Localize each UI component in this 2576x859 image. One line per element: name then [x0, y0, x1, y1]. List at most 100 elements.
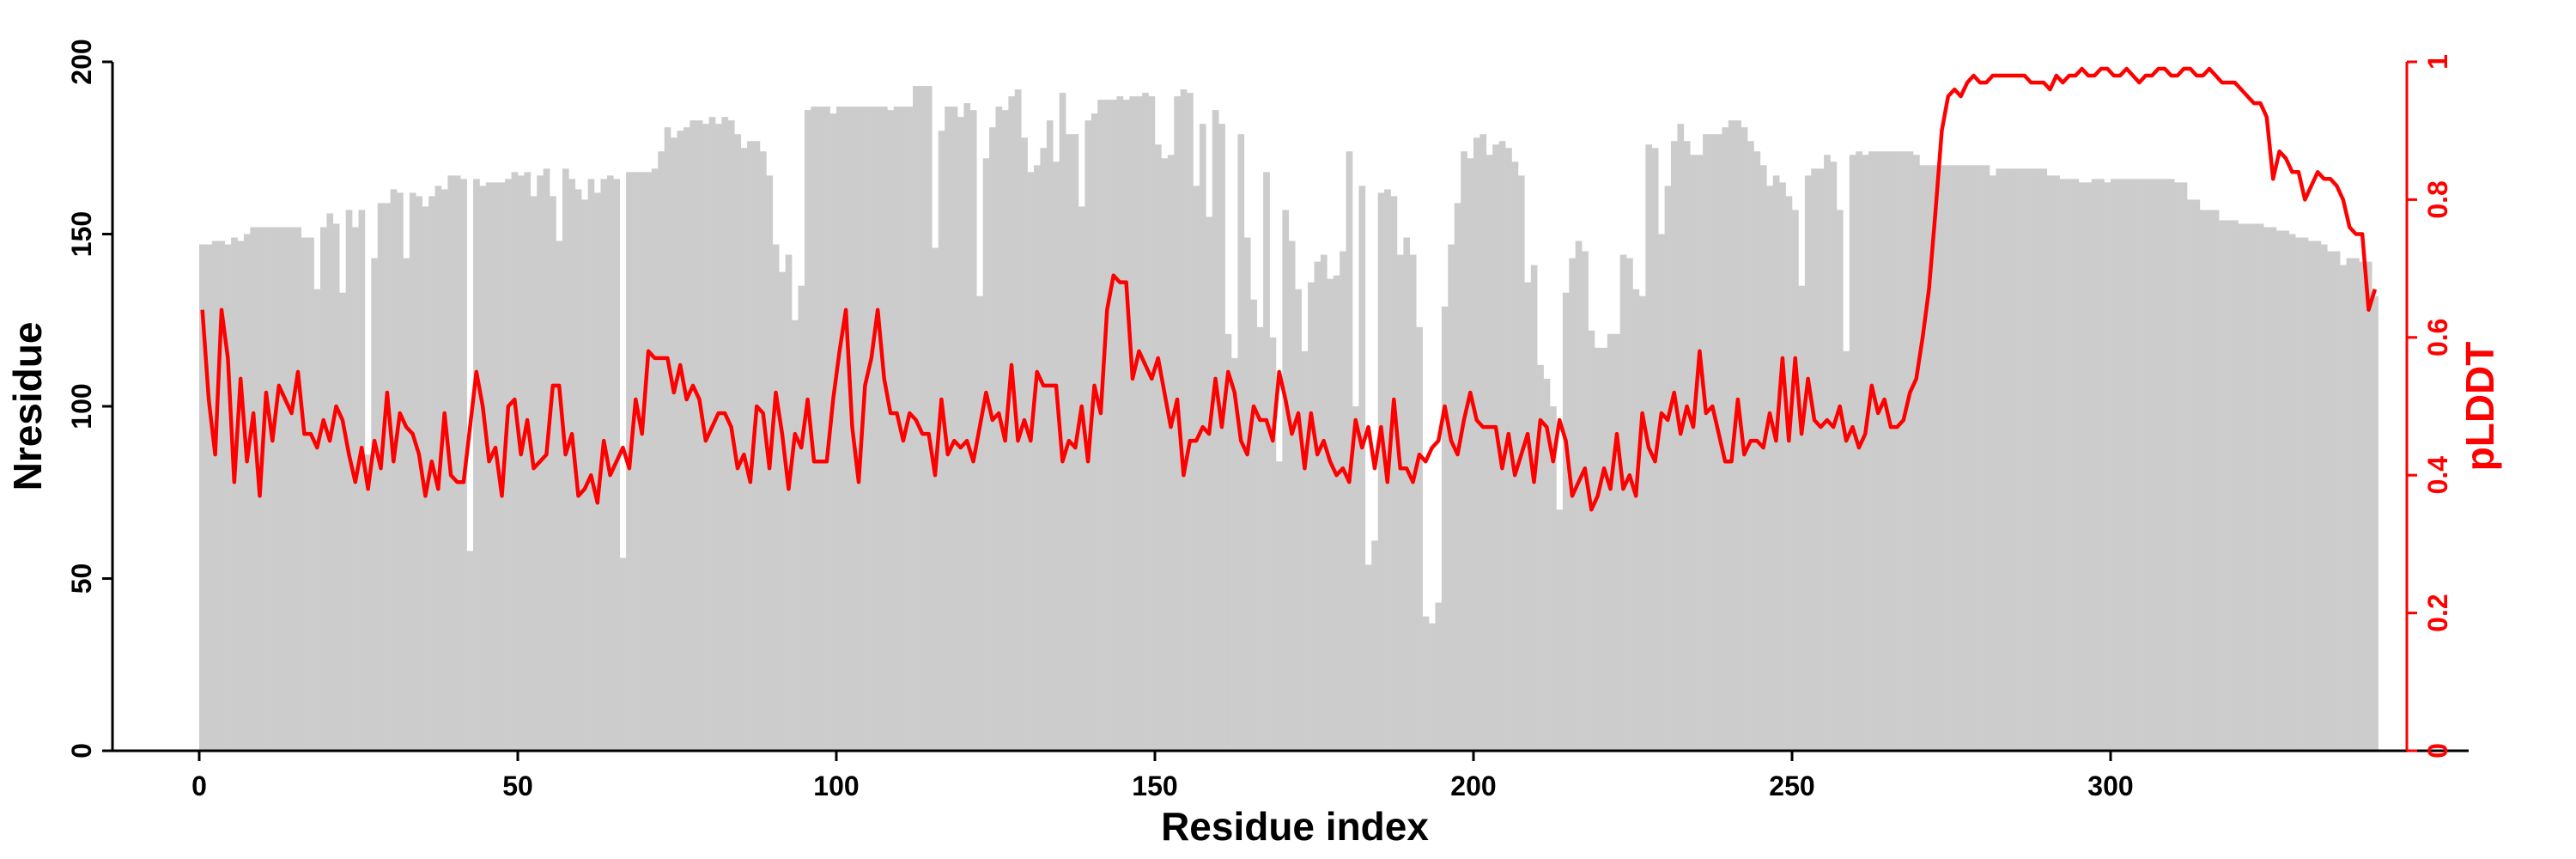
- bar-residue-263: [1874, 151, 1882, 751]
- bar-residue-76: [683, 127, 690, 751]
- bar-residue-86: [747, 141, 754, 752]
- bar-residue-22: [339, 292, 346, 751]
- bar-residue-175: [1314, 261, 1321, 752]
- bar-residue-327: [2282, 230, 2290, 751]
- bar-residue-286: [2021, 168, 2028, 751]
- bar-residue-156: [1193, 186, 1200, 752]
- bar-residue-249: [1785, 196, 1793, 751]
- bar-residue-68: [632, 172, 640, 751]
- bar-residue-308: [2161, 179, 2169, 752]
- bar-residue-245: [1759, 165, 1767, 752]
- bar-residue-321: [2244, 223, 2251, 752]
- bar-residue-158: [1206, 216, 1213, 751]
- bar-residue-85: [740, 148, 748, 751]
- x-axis-title: Residue index: [1161, 804, 1429, 849]
- bar-residue-191: [1416, 326, 1423, 751]
- bar-residue-36: [428, 196, 435, 751]
- bar-residue-97: [817, 107, 824, 751]
- bar-residue-278: [1970, 165, 1978, 752]
- bar-residue-23: [345, 210, 353, 751]
- bar-residue-148: [1142, 93, 1149, 752]
- bar-residue-275: [1951, 165, 1959, 752]
- y2-tick-label: 0.6: [2422, 319, 2453, 356]
- bar-residue-325: [2269, 227, 2277, 752]
- bar-residue-320: [2238, 223, 2245, 752]
- bar-residue-141: [1097, 100, 1104, 752]
- bar-residue-296: [2085, 182, 2093, 752]
- bar-residue-201: [1479, 134, 1487, 751]
- bar-residue-192: [1422, 616, 1430, 751]
- bar-residue-69: [638, 172, 646, 751]
- bar-residue-55: [550, 196, 556, 751]
- bar-residue-28: [377, 203, 385, 751]
- bar-residue-198: [1461, 151, 1467, 751]
- bar-residue-187: [1390, 196, 1398, 751]
- bar-residue-324: [2263, 227, 2270, 752]
- bar-residue-328: [2288, 234, 2296, 751]
- bar-residue-177: [1327, 278, 1334, 751]
- plddt-series-line: [200, 66, 2378, 512]
- bar-residue-193: [1429, 623, 1436, 751]
- bar-residue-248: [1779, 182, 1786, 752]
- bar-residue-274: [1945, 165, 1952, 752]
- bar-residue-77: [690, 120, 697, 752]
- bar-residue-215: [1569, 258, 1577, 751]
- bar-residue-233: [1683, 141, 1691, 752]
- bar-residue-91: [779, 271, 786, 751]
- bar-residue-7: [243, 234, 251, 751]
- bar-residue-46: [492, 182, 500, 752]
- bar-residue-289: [2040, 168, 2048, 751]
- bar-residue-333: [2320, 244, 2328, 751]
- bar-residue-20: [326, 213, 334, 751]
- bar-residue-262: [1868, 151, 1875, 751]
- bar-residue-292: [2059, 179, 2067, 752]
- bar-residue-6: [237, 241, 245, 751]
- bar-residue-50: [518, 175, 525, 751]
- bar-residue-145: [1122, 100, 1130, 752]
- bar-residue-4: [224, 244, 232, 751]
- bar-residue-213: [1556, 509, 1564, 751]
- bar-residue-165: [1250, 299, 1258, 751]
- bar-residue-125: [995, 107, 1003, 751]
- bar-residue-159: [1212, 110, 1219, 751]
- bar-residue-179: [1340, 251, 1346, 751]
- bar-residue-139: [1084, 120, 1092, 752]
- bar-residue-149: [1148, 96, 1156, 752]
- bar-residue-52: [530, 196, 538, 751]
- bar-residue-117: [945, 107, 951, 751]
- bar-residue-305: [2142, 179, 2149, 752]
- bar-residue-257: [1836, 210, 1844, 751]
- bar-residue-16: [301, 237, 308, 751]
- bar-residue-203: [1492, 144, 1499, 752]
- bar-residue-73: [664, 127, 671, 751]
- bar-residue-259: [1849, 155, 1856, 751]
- bar-residue-25: [358, 210, 366, 751]
- bar-residue-205: [1505, 148, 1512, 751]
- plddt-line-layer: [200, 66, 2378, 512]
- bar-residue-29: [384, 203, 391, 751]
- bar-residue-246: [1766, 186, 1774, 752]
- bar-residue-14: [288, 227, 295, 752]
- bar-residue-214: [1562, 292, 1570, 751]
- bar-residue-281: [1990, 175, 1996, 751]
- bar-residue-223: [1619, 254, 1627, 751]
- bar-residue-35: [422, 206, 429, 752]
- bar-residue-110: [900, 107, 907, 751]
- bar-residue-225: [1632, 289, 1640, 751]
- bar-residue-222: [1613, 333, 1620, 751]
- bar-residue-226: [1638, 295, 1646, 751]
- bar-residue-115: [932, 247, 939, 751]
- bar-residue-84: [734, 134, 741, 751]
- bar-residue-143: [1110, 100, 1117, 752]
- bar-residue-235: [1696, 155, 1704, 751]
- bar-residue-339: [2359, 261, 2366, 752]
- bar-residue-56: [556, 241, 563, 751]
- bar-residue-132: [1040, 148, 1048, 751]
- bar-residue-283: [2002, 168, 2009, 751]
- bar-residue-256: [1830, 161, 1838, 752]
- bar-residue-194: [1435, 602, 1443, 751]
- bar-residue-199: [1467, 158, 1474, 751]
- bar-residue-176: [1320, 254, 1327, 751]
- bar-residue-104: [861, 107, 869, 751]
- bar-residue-337: [2346, 258, 2354, 751]
